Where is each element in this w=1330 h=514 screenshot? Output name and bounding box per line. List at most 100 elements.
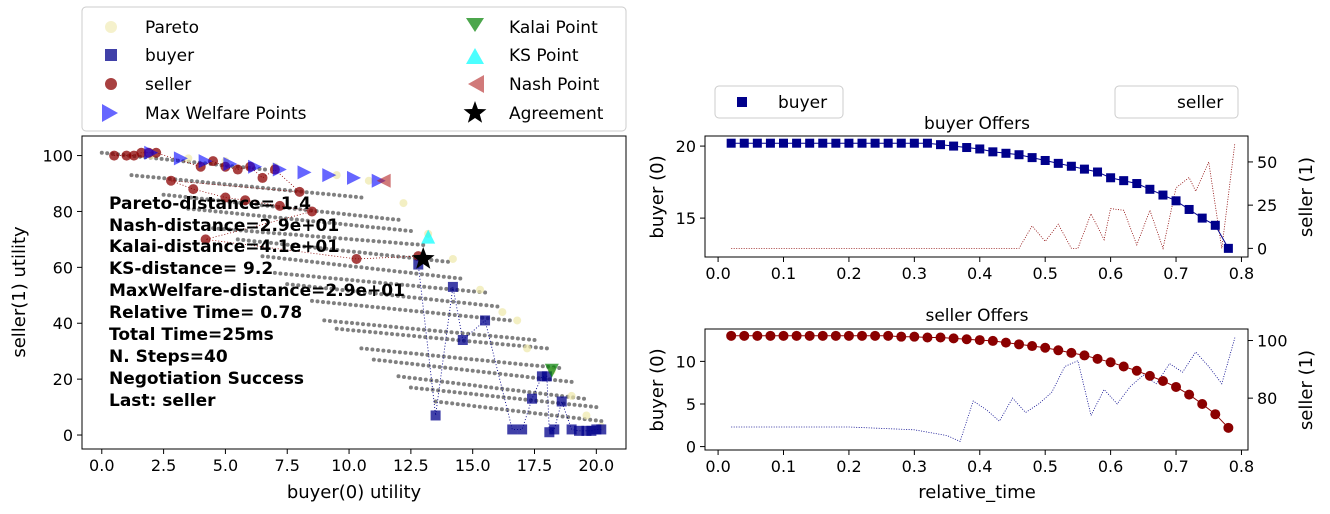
outcome-point (406, 295, 411, 300)
outcome-point (321, 191, 326, 196)
outcome-point (344, 277, 349, 282)
seller-offer-point (121, 150, 132, 161)
offer-marker (1157, 375, 1168, 386)
outcome-point (254, 202, 259, 207)
outcome-point (293, 257, 298, 262)
outcome-point (322, 220, 326, 225)
outcome-point (134, 173, 139, 178)
offer-marker (1027, 153, 1037, 163)
outcome-point (326, 192, 331, 197)
outcome-point (449, 330, 454, 335)
agreement-point (411, 247, 435, 269)
outcome-point (502, 360, 507, 365)
outcome-point (410, 326, 415, 331)
outcome-point (271, 231, 276, 236)
outcome-point (553, 378, 558, 383)
seller-series-legend-label: seller (1177, 93, 1223, 113)
outcome-point (466, 331, 471, 336)
outcome-point (381, 305, 386, 310)
outcome-point (397, 350, 402, 355)
stat-ks-distance: KS-distance= 9.2 (109, 259, 273, 279)
outcome-point (516, 388, 521, 393)
legend-item-buyer: buyer (105, 46, 194, 66)
outcome-point (440, 259, 445, 264)
outcome-point (445, 299, 450, 304)
outcome-point (333, 319, 338, 324)
x-tick-label: 2.5 (151, 456, 176, 475)
outcome-point (326, 300, 331, 305)
outcome-point (358, 213, 363, 218)
outcome-point (340, 248, 345, 253)
offer-marker (936, 140, 946, 150)
outcome-point (458, 276, 463, 281)
outcome-point (423, 296, 428, 301)
outcome-point (502, 317, 507, 322)
outcome-point (525, 375, 530, 379)
outcome-point (558, 378, 563, 383)
outcome-point (428, 335, 433, 340)
outcome-point (539, 399, 544, 404)
buyer-panel-y-label: buyer (0) (647, 155, 668, 238)
outcome-point (380, 216, 385, 221)
outcome-point (407, 375, 412, 380)
outcome-point (473, 302, 478, 307)
offer-marker (844, 138, 854, 148)
outcome-point (273, 215, 278, 220)
utility-y-label: seller(1) utility (9, 226, 30, 358)
outcome-point (493, 334, 498, 339)
pareto-point (513, 316, 522, 325)
outcome-point (447, 275, 452, 280)
offer-marker (935, 332, 946, 343)
offer-marker (1105, 357, 1116, 368)
outcome-point (357, 289, 362, 294)
outcome-point (496, 360, 501, 364)
x-tick-label: 0.2 (836, 264, 861, 283)
outcome-point (481, 370, 486, 374)
x-tick-label: 0.6 (1098, 457, 1123, 476)
outcome-point (186, 206, 191, 211)
offer-marker (1053, 345, 1064, 356)
outcome-point (399, 360, 404, 365)
outcome-point (288, 257, 292, 262)
outcome-point (488, 333, 493, 338)
x-tick-label: 0.0 (705, 457, 730, 476)
outcome-point (427, 328, 432, 333)
outcome-point (531, 375, 536, 380)
outcome-point (411, 283, 416, 288)
outcome-point (271, 187, 276, 191)
outcome-point (594, 405, 599, 410)
outcome-point (348, 194, 353, 199)
outcome-point (388, 324, 393, 329)
outcome-point (467, 339, 472, 344)
outcome-point (359, 346, 364, 351)
outcome-point (458, 356, 463, 361)
legend-label-kalai: Kalai Point (509, 18, 598, 38)
y-tick-label: 20 (676, 137, 696, 156)
offer-marker (1223, 243, 1233, 253)
outcome-point (463, 356, 468, 361)
outcome-point (461, 402, 466, 407)
outcome-point (514, 373, 519, 378)
outcome-point (392, 349, 397, 354)
outcome-point (478, 302, 483, 307)
offer-marker (857, 138, 867, 148)
offer-marker (843, 330, 854, 341)
offer-marker (961, 334, 972, 345)
outcome-point (472, 289, 476, 294)
offer-marker (1000, 337, 1011, 348)
outcome-point (357, 250, 362, 255)
offer-marker (1171, 381, 1182, 392)
offer-marker (779, 138, 789, 148)
outcome-point (439, 336, 444, 341)
x-tick-label: 0.8 (1229, 264, 1254, 283)
x-tick-label: 0.5 (1032, 264, 1057, 283)
x-tick-label: 0.0 (705, 264, 730, 283)
y-tick-label: 5 (686, 395, 696, 414)
outcome-point (473, 339, 477, 344)
outcome-point (404, 361, 409, 366)
buyer-panel-x-ticks: 0.0 0.1 0.2 0.3 0.4 0.5 0.6 0.7 0.8 (705, 257, 1254, 283)
offer-marker (1158, 190, 1168, 200)
offer-marker (1145, 184, 1155, 194)
outcome-point (463, 314, 468, 319)
outcome-point (371, 239, 376, 243)
